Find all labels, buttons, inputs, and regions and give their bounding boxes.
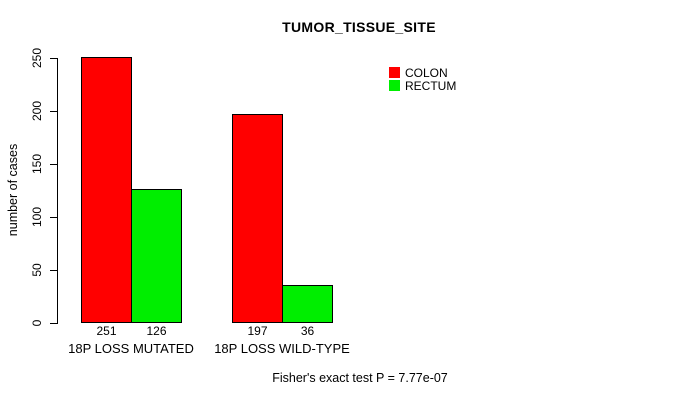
y-tick-label-text: 50: [30, 263, 44, 277]
y-tick-label-text: 150: [30, 153, 44, 175]
bar-value-label: 36: [300, 324, 315, 338]
legend-swatch-colon: [389, 67, 400, 78]
y-tick-mark: [50, 323, 57, 324]
legend-label: COLON: [405, 65, 448, 80]
chart-title: TUMOR_TISSUE_SITE: [282, 19, 436, 35]
y-tick-label-text: 250: [30, 47, 44, 69]
y-tick-mark: [50, 111, 57, 112]
y-tick-mark: [50, 270, 57, 271]
bar-value-label: 251: [96, 324, 117, 338]
legend-swatch-rectum: [389, 80, 400, 91]
bar-rectum: [282, 285, 333, 323]
x-category-label: 18P LOSS MUTATED: [68, 341, 194, 356]
bar-rectum: [131, 189, 182, 323]
legend-label: RECTUM: [405, 78, 457, 93]
y-tick-label-text: 100: [30, 206, 44, 228]
legend-item: COLON: [389, 66, 456, 79]
y-tick-mark: [50, 217, 57, 218]
y-tick-mark: [50, 164, 57, 165]
legend: COLON RECTUM: [389, 66, 456, 92]
y-tick-mark: [50, 58, 57, 59]
y-tick-label-text: 0: [30, 319, 44, 327]
y-tick-label-text: 200: [30, 100, 44, 122]
y-axis-line: [57, 58, 58, 324]
bar-value-label: 197: [247, 324, 268, 338]
x-category-label: 18P LOSS WILD-TYPE: [214, 341, 350, 356]
bar-value-label: 126: [146, 324, 167, 338]
bar-colon: [232, 114, 283, 323]
bar-colon: [81, 57, 132, 323]
pvalue-annotation: Fisher's exact test P = 7.77e-07: [272, 371, 448, 385]
legend-item: RECTUM: [389, 79, 456, 92]
